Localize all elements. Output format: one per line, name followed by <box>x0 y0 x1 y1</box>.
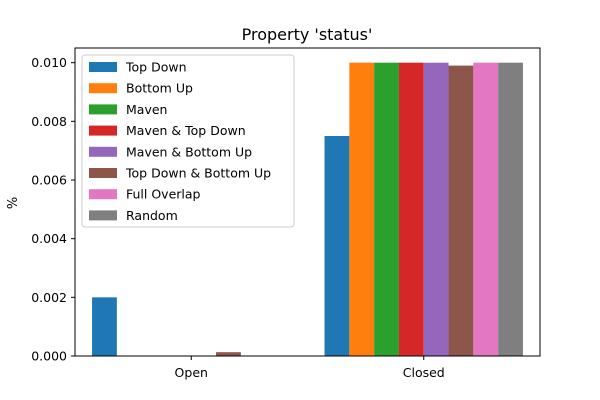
bar-open-top-down-bottom-up <box>216 352 241 356</box>
legend-swatch <box>89 125 117 136</box>
x-tick-label: Open <box>175 365 208 380</box>
axes-group: 0.000 0.002 0.004 0.006 0.008 0.010 Open Closed <box>31 47 541 380</box>
x-tick-label: Closed <box>403 365 445 380</box>
legend: Top Down Bottom Up Maven Maven & Top Down Ma… <box>81 54 295 228</box>
legend-box <box>81 54 295 228</box>
bars-group <box>92 62 523 357</box>
y-tick-label: 0.010 <box>31 55 67 70</box>
legend-entry-label: Bottom Up <box>126 81 193 96</box>
bar-closed-maven <box>374 62 399 357</box>
legend-swatch <box>89 83 117 94</box>
bar-closed-top-down <box>324 136 350 356</box>
bar-closed-maven-top-down <box>398 62 424 357</box>
legend-swatch <box>89 210 117 221</box>
chart-title: Property 'status' <box>242 25 373 44</box>
legend-entry-label: Random <box>126 208 178 223</box>
legend-swatch <box>89 146 117 157</box>
bar-closed-full-overlap <box>473 62 499 357</box>
y-tick-label: 0.008 <box>31 114 67 129</box>
y-tick-label: 0.000 <box>31 349 67 364</box>
legend-entry-label: Maven <box>126 102 167 117</box>
y-axis-label: % <box>6 197 21 209</box>
legend-entry-label: Top Down & Bottom Up <box>125 166 271 181</box>
bar-closed-bottom-up <box>349 62 375 357</box>
legend-entry-label: Maven & Bottom Up <box>126 144 252 159</box>
bar-closed-maven-bottom-up <box>423 62 449 357</box>
y-tick-label: 0.006 <box>31 173 67 188</box>
legend-swatch <box>89 62 117 72</box>
y-tick-label: 0.004 <box>31 231 67 246</box>
bar-open-top-down <box>92 297 117 356</box>
legend-swatch <box>89 104 117 115</box>
legend-swatch <box>89 168 117 178</box>
bar-closed-random <box>498 62 523 357</box>
y-tick-label: 0.002 <box>31 290 67 305</box>
legend-entry-label: Full Overlap <box>126 187 201 202</box>
plot-frame <box>74 47 541 357</box>
bar-closed-top-down-bottom-up <box>448 65 474 356</box>
legend-swatch <box>89 189 117 200</box>
legend-entry-label: Top Down <box>125 60 187 75</box>
legend-entry-label: Maven & Top Down <box>126 123 246 138</box>
